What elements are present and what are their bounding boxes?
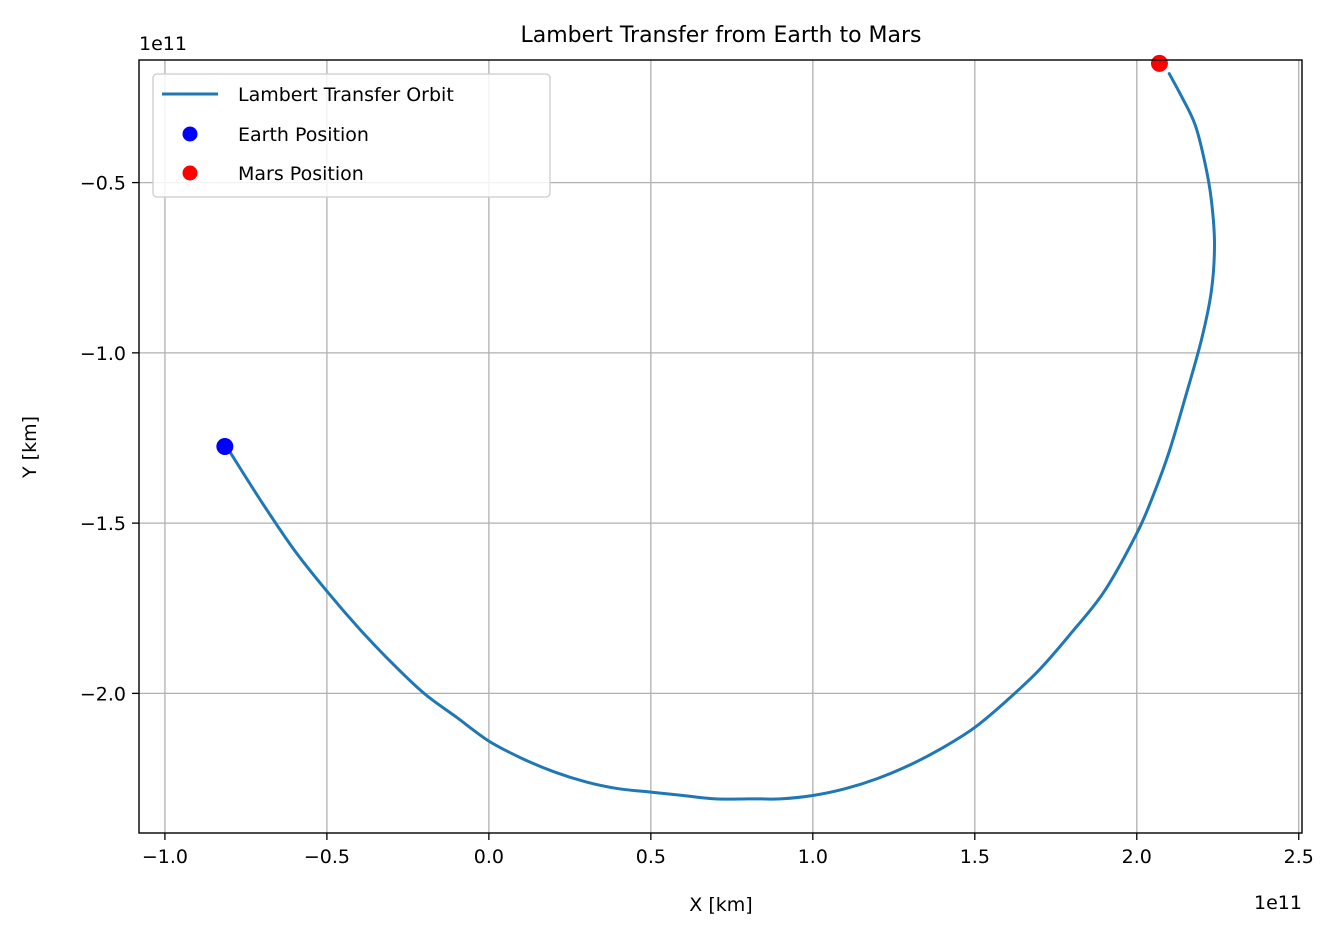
y-tick-label: −0.5 bbox=[80, 173, 126, 195]
y-axis-label: Y [km] bbox=[19, 416, 41, 479]
transfer-orbit-line bbox=[228, 72, 1216, 801]
x-tick-label: −0.5 bbox=[304, 846, 350, 868]
earth-position-point bbox=[216, 438, 234, 455]
legend-marker-mars bbox=[182, 165, 198, 181]
series-layer bbox=[216, 54, 1216, 801]
legend: Lambert Transfer Orbit Earth Position Ma… bbox=[152, 73, 551, 198]
x-tick-label: 2.5 bbox=[1284, 846, 1314, 868]
x-axis-label: X [km] bbox=[689, 894, 752, 916]
y-offset-label: 1e11 bbox=[139, 33, 187, 55]
x-tick-label: 1.5 bbox=[960, 846, 990, 868]
y-tick-label: −2.0 bbox=[80, 683, 126, 705]
chart-title: Lambert Transfer from Earth to Mars bbox=[520, 23, 921, 48]
y-tick-label: −1.5 bbox=[80, 513, 126, 535]
tick-layer: −1.0 −0.5 0.0 0.5 1.0 1.5 2.0 2.5 −0.5 −1.0 −1.5 −2… bbox=[80, 173, 1314, 868]
x-tick-label: 2.0 bbox=[1122, 846, 1152, 868]
x-tick-label: −1.0 bbox=[142, 846, 188, 868]
mars-position-point bbox=[1150, 54, 1168, 72]
plot-frame bbox=[138, 59, 1303, 834]
legend-label-mars: Mars Position bbox=[238, 163, 364, 185]
legend-marker-earth bbox=[182, 126, 198, 142]
x-tick-label: 1.0 bbox=[798, 846, 828, 868]
x-offset-label: 1e11 bbox=[1254, 892, 1302, 914]
legend-box bbox=[152, 73, 551, 198]
y-tick-label: −1.0 bbox=[80, 343, 126, 365]
x-tick-label: 0.5 bbox=[636, 846, 666, 868]
legend-label-earth: Earth Position bbox=[238, 124, 369, 146]
legend-label-orbit: Lambert Transfer Orbit bbox=[238, 84, 454, 106]
x-tick-label: 0.0 bbox=[474, 846, 504, 868]
